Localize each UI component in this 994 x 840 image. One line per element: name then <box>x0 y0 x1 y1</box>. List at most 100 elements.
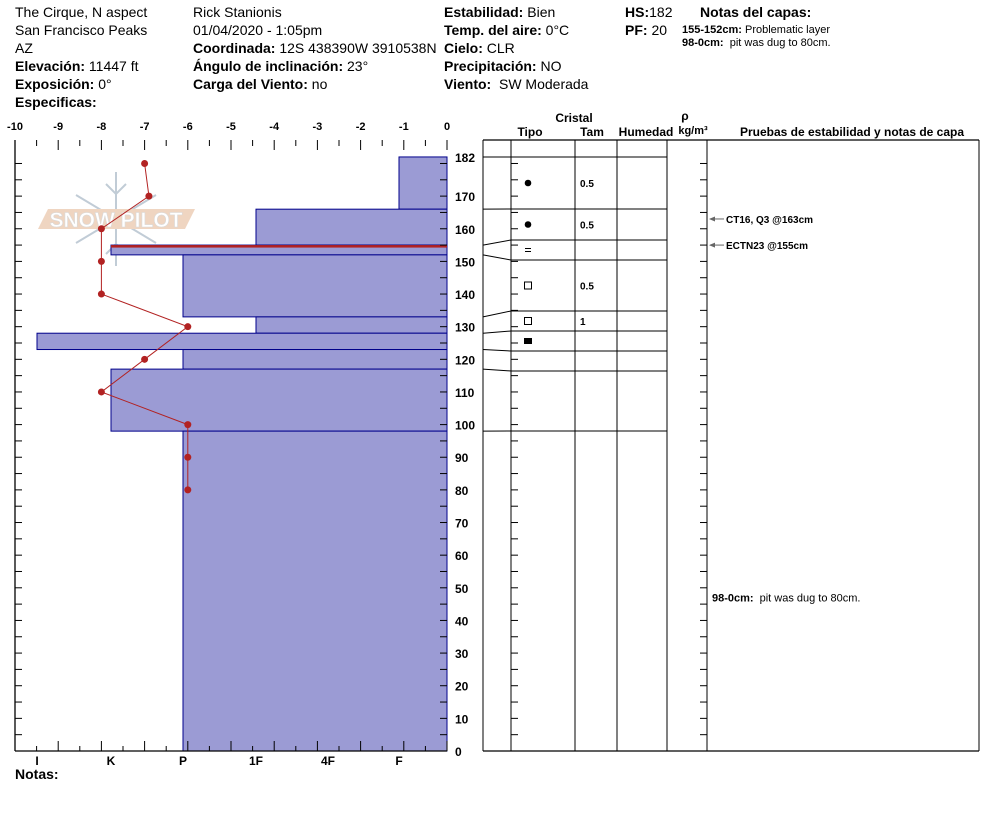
layer-connector <box>482 310 512 318</box>
stability-test: CT16, Q3 @163cm <box>726 215 813 226</box>
hardness-tick-label: K <box>107 754 116 768</box>
temperature-point <box>97 290 105 298</box>
notes-label: Notas: <box>15 766 59 782</box>
temperature-point <box>141 355 149 363</box>
rho-header: ρ <box>681 109 688 123</box>
aspect: Exposición: 0° <box>15 76 112 92</box>
size-header: Tam <box>580 125 604 139</box>
layer-notes-title: Notas del capas: <box>700 4 812 20</box>
temperature-point <box>184 323 192 331</box>
grain-size: 0.5 <box>580 179 594 190</box>
depth-tick-label: 130 <box>455 321 475 335</box>
depth-tick-label: 50 <box>455 582 469 596</box>
temp-tick-label: -1 <box>399 121 409 133</box>
depth-tick-label: 20 <box>455 680 469 694</box>
hardness-tick-label: 4F <box>321 754 335 768</box>
location: The Cirque, N aspect <box>15 4 148 20</box>
temp-tick-label: 0 <box>444 121 450 133</box>
depth-tick-label: 182 <box>455 151 475 165</box>
moisture-header: Humedad <box>619 125 674 139</box>
slope-angle: Ángulo de inclinación: 23° <box>193 58 369 74</box>
sky: Cielo: CLR <box>444 40 515 56</box>
temp-tick-label: -4 <box>269 121 280 133</box>
wind: Viento: SW Moderada <box>444 76 589 92</box>
datetime: 01/04/2020 - 1:05pm <box>193 22 323 38</box>
depth-tick-label: 100 <box>455 419 475 433</box>
grain-size: 1 <box>580 317 586 328</box>
crystal-header: Cristal <box>555 111 592 125</box>
coordinates: Coordinada: 12S 438390W 3910538N <box>193 40 437 56</box>
temp-tick-label: -3 <box>313 121 323 133</box>
hardness-tick-label: I <box>35 754 38 768</box>
depth-tick-label: 30 <box>455 647 469 661</box>
hardness-tick-label: P <box>179 754 187 768</box>
depth-tick-label: 140 <box>455 288 475 302</box>
temp-tick-label: -9 <box>53 121 63 133</box>
depth-tick-label: 80 <box>455 484 469 498</box>
depth-tick-label: 170 <box>455 190 475 204</box>
note-text: pit was dug to 80cm. <box>760 593 861 605</box>
temp-tick-label: -7 <box>140 121 150 133</box>
hardness-layer-bar <box>182 349 448 370</box>
grain-open-square-icon <box>524 317 532 325</box>
hardness-tick-label: 1F <box>249 754 263 768</box>
temperature-point <box>97 225 105 233</box>
layer-note: 155-152cm: Problematic layer <box>682 24 830 36</box>
svg-text:SNOW PILOT: SNOW PILOT <box>50 209 183 232</box>
temp-tick-label: -2 <box>356 121 366 133</box>
hardness-layer-bar <box>255 316 448 334</box>
layer-connector <box>482 239 512 246</box>
grain-size: 0.5 <box>580 282 594 293</box>
grain-filled-square-icon <box>524 338 532 344</box>
problematic-layer-marker <box>111 245 447 248</box>
density-header: kg/m³ <box>678 125 708 137</box>
temperature-point <box>141 159 149 167</box>
depth-tick-label: 60 <box>455 549 469 563</box>
test-arrow-icon <box>709 242 715 248</box>
temperature-point <box>184 453 192 461</box>
elevation: Elevación: 11447 ft <box>15 58 139 74</box>
hardness-layer-bar <box>255 208 448 246</box>
temperature-point <box>97 388 105 396</box>
depth-tick-label: 160 <box>455 223 475 237</box>
observer: Rick Stanionis <box>193 4 282 20</box>
depth-tick-label: 40 <box>455 614 469 628</box>
layer-connector <box>482 254 512 261</box>
precipitation: Precipitación: NO <box>444 58 562 74</box>
snow-height: HS:182 <box>625 4 673 20</box>
state: AZ <box>15 40 33 56</box>
depth-tick-label: 120 <box>455 353 475 367</box>
temp-tick-label: -8 <box>97 121 107 133</box>
layer-note: 98-0cm: pit was dug to 80cm. <box>682 37 831 49</box>
temperature-point <box>97 257 105 265</box>
note-range: 98-0cm: <box>712 593 754 605</box>
layer-note: 98-0cm: pit was dug to 80cm. <box>712 593 860 605</box>
temp-tick-label: -10 <box>7 121 23 133</box>
grain-open-square-icon <box>524 281 532 290</box>
hardness-layer-bar <box>398 156 448 210</box>
grain-filled-circle-icon <box>524 179 532 187</box>
hardness-tick-label: F <box>395 754 402 768</box>
foot-penetration: PF: 20 <box>625 22 668 38</box>
layer-connector <box>482 330 512 334</box>
depth-tick-label: 70 <box>455 517 469 531</box>
depth-tick-label: 110 <box>455 386 475 400</box>
test-arrow-icon <box>709 216 715 222</box>
layer-connector <box>482 349 512 352</box>
temp-tick-label: -5 <box>226 121 236 133</box>
temperature-point <box>145 192 153 200</box>
stability: Estabilidad: Bien <box>444 4 556 20</box>
type-header: Tipo <box>517 125 542 139</box>
hardness-layer-bar <box>182 254 448 318</box>
depth-tick-label: 0 <box>455 745 462 759</box>
grain-filled-circle-icon <box>524 221 532 228</box>
hardness-layer-bar <box>36 332 448 351</box>
specifics: Especificas: <box>15 94 97 110</box>
air-temp: Temp. del aire: 0°C <box>444 22 570 38</box>
temperature-point <box>184 486 192 494</box>
stability-test: ECTN23 @155cm <box>726 241 808 252</box>
temp-tick-label: -6 <box>183 121 193 133</box>
depth-tick-label: 10 <box>455 712 469 726</box>
tests-header: Pruebas de estabilidad y notas de capa <box>740 125 964 139</box>
